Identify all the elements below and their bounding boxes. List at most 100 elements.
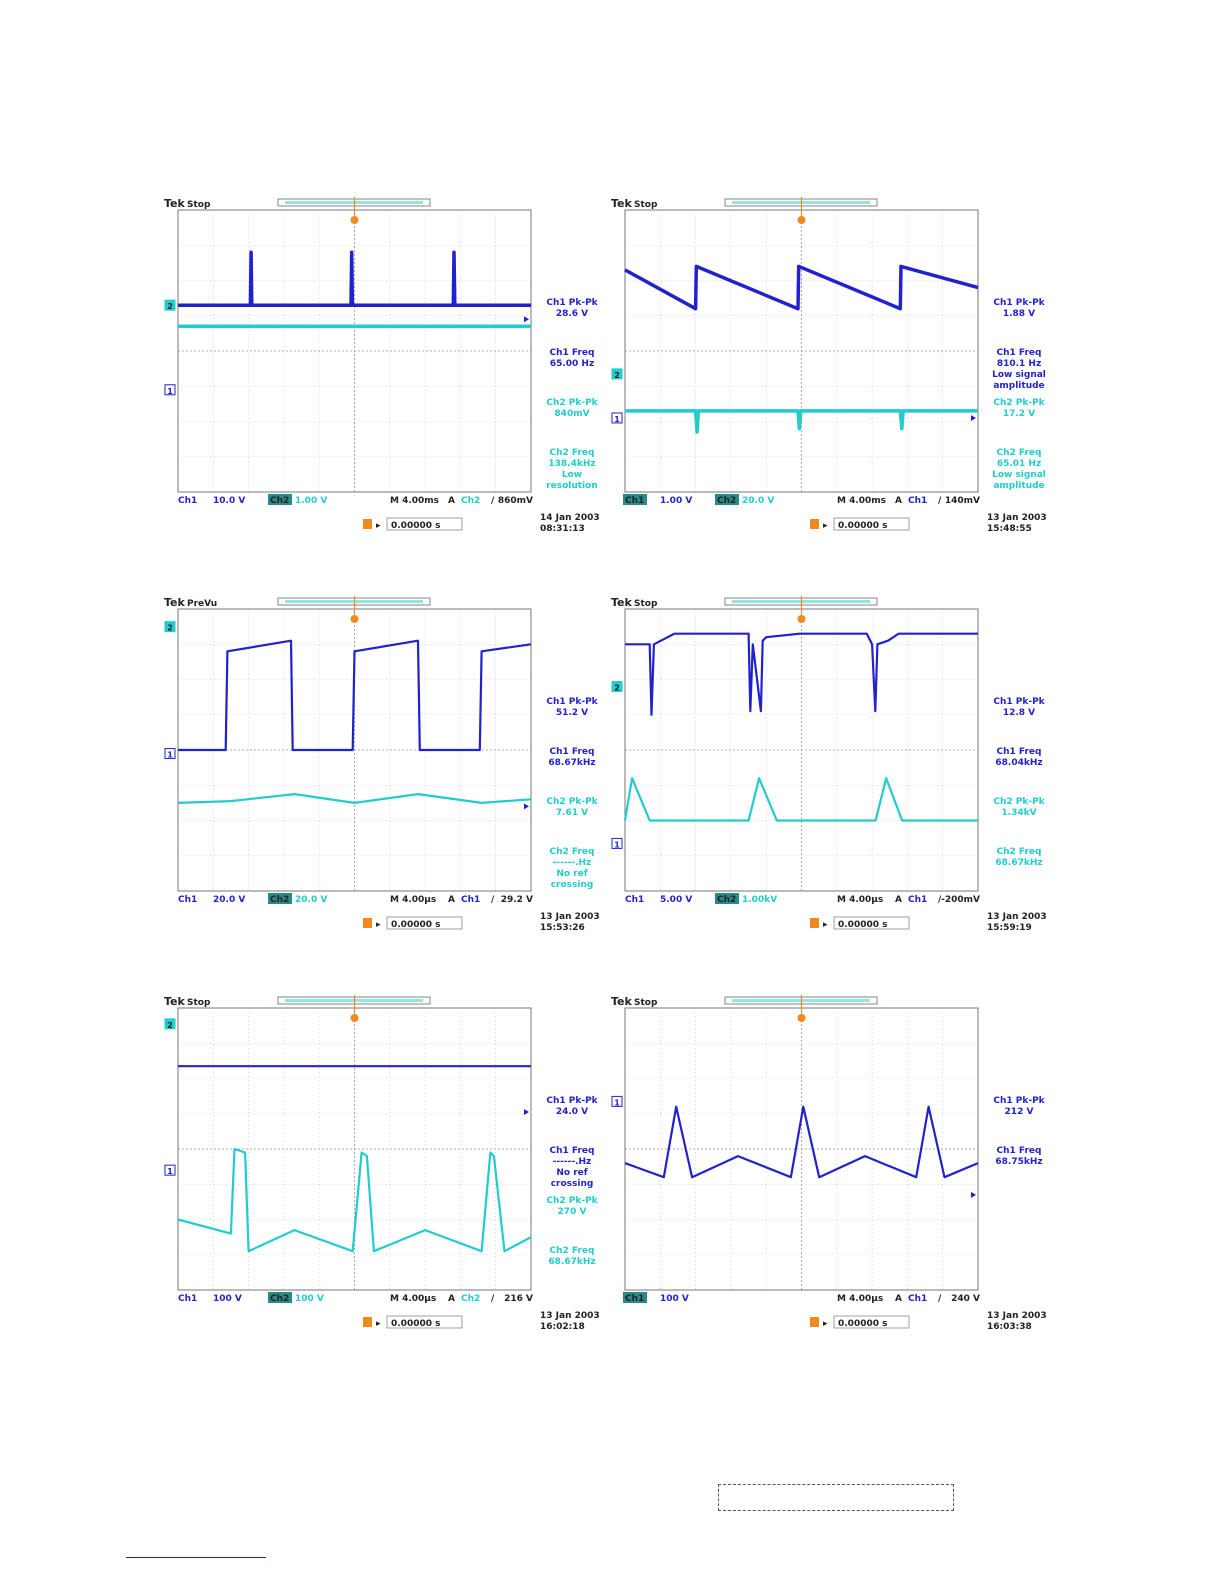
brand-label: Tek [611,995,633,1008]
measurement-label: Ch2 Pk-Pk [546,797,598,807]
measurement-label: Ch1 Freq [997,348,1042,358]
measurement-label: Ch2 Pk-Pk [993,797,1045,807]
ch2-label: Ch2 [270,496,289,506]
offset-box [833,517,910,531]
horizontal-position-icon [810,519,819,529]
waveform-ch2 [177,793,532,804]
capture-date: 13 Jan 2003 [540,912,600,922]
horizontal-offset: 0.00000 s [838,1319,887,1329]
footer-box [718,1484,954,1511]
ch2-marker-box [164,621,176,633]
ch2-scale: 1.00kV [742,895,777,905]
ch1-marker-box [611,837,623,849]
arrow-icon: ▸ [376,920,381,930]
measurement-label: Ch2 Freq [997,448,1042,458]
trigger-position-marker [350,216,359,224]
offset-box [386,916,463,930]
measurement-value: 810.1 Hz [997,359,1041,369]
acquisition-mode: Stop [634,200,658,210]
arrow-icon: ▸ [823,920,828,930]
scope-3: Tek PreVu 1 2 Ch1 Pk-Pk 51.2 V Ch1 Freq 68.67kH… [160,594,600,934]
trigger-mode: A [448,496,455,506]
ch1-ground-marker: 1 [611,1095,623,1107]
measurement-label: Ch1 Freq [550,348,595,358]
waveform-ch2 [623,777,978,822]
trigger-level-arrow [524,1108,529,1115]
measurement-value: 1.34kV [1001,808,1036,818]
ch1-ground-marker: 1 [164,1164,176,1176]
measurement-value: 65.01 Hz [997,459,1041,469]
waveform-ch1 [178,250,531,307]
acquisition-mode: Stop [187,998,211,1008]
horizontal-position-icon [810,1317,819,1327]
capture-date: 13 Jan 2003 [987,912,1047,922]
ch2-ground-marker: 2 [164,621,176,633]
measurement-label: Ch1 Freq [550,747,595,757]
waveform-ch1 [624,264,979,311]
measurement-label: Ch2 Pk-Pk [546,1196,598,1206]
ch2-ground-marker: 2 [611,368,623,380]
timebase-setting: M 4.00ms [837,496,886,506]
ch2-highlight [268,893,292,904]
horizontal-position-icon [810,918,819,928]
measurement-note: Low signal [992,470,1046,480]
measurement-value: 68.04kHz [995,758,1042,768]
measurement-value: 68.67kHz [548,758,595,768]
acquisition-mode: Stop [634,599,658,609]
horizontal-offset: 0.00000 s [838,521,887,531]
trigger-slope-icon: ∕ [491,1294,495,1304]
arrow-icon: ▸ [376,521,381,531]
trigger-position-marker [797,1014,806,1022]
offset-box [833,916,910,930]
arrow-icon: ▸ [376,1319,381,1329]
waveform-ch1 [178,639,532,752]
timebase-setting: M 4.00µs [837,1294,883,1304]
ch2-label: Ch2 [717,496,736,506]
trigger-slope-icon: ∕ [938,895,942,905]
offset-box [386,1315,463,1329]
trigger-slope-icon: ∕ [491,895,495,905]
measurement-value: 212 V [1005,1107,1034,1117]
offset-box [833,1315,910,1329]
ch1-scale: 10.0 V [213,496,245,506]
measurement-value: 28.6 V [556,309,588,319]
ch1-marker-box [611,412,623,424]
measurement-label: Ch1 Freq [997,1146,1042,1156]
ch1-marker-label: 1 [614,1098,620,1107]
ch1-scale: 100 V [660,1294,689,1304]
ch1-scale: 100 V [213,1294,242,1304]
horizontal-offset: 0.00000 s [391,521,440,531]
measurement-note: crossing [551,880,594,890]
trigger-position-marker [350,1014,359,1022]
trigger-source: Ch1 [461,895,480,905]
trigger-slope-icon: ∕ [938,496,942,506]
capture-time: 15:48:55 [987,524,1032,534]
measurement-label: Ch1 Freq [550,1146,595,1156]
ch2-label: Ch2 [270,1294,289,1304]
measurement-label: Ch2 Freq [550,448,595,458]
capture-time: 16:03:38 [987,1322,1032,1332]
ch1-marker-box [164,384,176,396]
ch2-scale: 20.0 V [742,496,774,506]
measurement-label: Ch2 Freq [997,847,1042,857]
measurement-note: resolution [546,481,598,491]
trigger-mode: A [448,895,455,905]
ch2-marker-label: 2 [167,302,173,311]
measurement-label: Ch2 Freq [550,1246,595,1256]
acquisition-mode: PreVu [187,599,217,609]
trigger-level-arrow [971,414,976,421]
measurement-value: ------.Hz [553,858,592,868]
measurement-value: 51.2 V [556,708,588,718]
waveform-ch1 [624,1105,979,1179]
measurement-note: Low [562,470,582,480]
ch2-marker-box [164,1018,176,1030]
ch1-marker-label: 1 [614,415,620,424]
trigger-source: Ch1 [908,1294,927,1304]
ch1-ground-marker: 1 [611,412,623,424]
scope-5: Tek Stop 1 2 Ch1 Pk-Pk 24.0 V Ch1 Freq ------.H… [160,993,600,1333]
offset-box [386,517,463,531]
horizontal-offset: 0.00000 s [391,920,440,930]
trigger-level: -200mV [941,895,980,905]
